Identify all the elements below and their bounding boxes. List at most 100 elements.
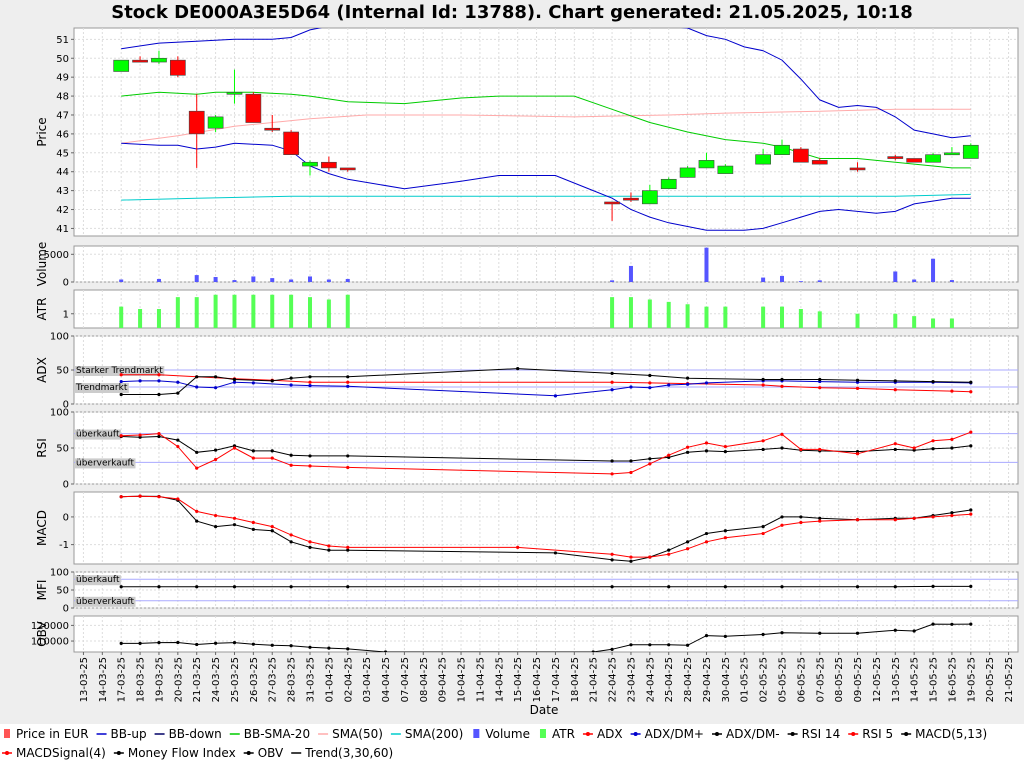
obv-point <box>383 650 388 652</box>
candle-body <box>962 144 979 159</box>
mfi-ylabel: MFI <box>35 580 49 601</box>
macd-point <box>667 548 671 552</box>
dm-minus-point <box>195 375 199 379</box>
macd-signal-point <box>723 536 727 540</box>
rsi5-point <box>289 463 293 467</box>
candle <box>755 149 771 165</box>
legend-marker <box>246 751 251 755</box>
rsi5-point <box>648 462 652 466</box>
candle-body <box>339 167 356 171</box>
rsi-panel: 0 50 100 RSI überkauft überverkauft <box>35 408 1019 491</box>
x-tick-label: 16-04-25 <box>532 657 543 702</box>
legend-label: BB-down <box>169 727 222 741</box>
atr-bar <box>666 301 671 328</box>
macd-plot-area <box>73 491 1019 565</box>
rsi14-point <box>308 454 312 458</box>
adx-point <box>780 384 784 388</box>
atr-bar <box>723 306 728 328</box>
rsi5-point <box>176 444 180 449</box>
legend-item: Volume <box>473 727 530 741</box>
dm-minus-point <box>232 377 237 382</box>
x-tick-label: 17-04-25 <box>551 657 562 702</box>
rsi14-point <box>195 450 199 454</box>
macd-signal-point <box>214 513 218 518</box>
macd-ytick-label: -1 <box>59 540 69 551</box>
x-tick-label: 08-04-25 <box>419 657 430 702</box>
sma50-line <box>121 108 971 144</box>
bb-up-line <box>121 28 971 139</box>
legend-marker <box>714 732 719 736</box>
mfi-point <box>232 585 237 589</box>
obv-point <box>686 643 690 647</box>
x-tick-label: 21-05-25 <box>1004 657 1015 702</box>
price-ytick-label: 45 <box>56 148 69 159</box>
dm-plus-point <box>610 388 614 392</box>
legend-label: MACD(5,13) <box>915 727 987 741</box>
legend-label: Volume <box>485 727 530 741</box>
x-tick-label: 26-03-25 <box>249 657 260 702</box>
legend-item: BB-SMA-20 <box>229 727 310 741</box>
obv-point <box>119 641 123 645</box>
legend-item: ADX/DM- <box>711 727 780 741</box>
dm-minus-point <box>780 377 784 382</box>
x-tick-label: 22-04-25 <box>608 657 619 702</box>
mfi-point <box>893 585 897 589</box>
x-tick-label: 19-05-25 <box>966 657 977 702</box>
candle <box>887 154 904 161</box>
mfi-grid <box>74 571 1018 609</box>
atr-bar <box>628 297 633 328</box>
macd-signal-point <box>780 523 784 527</box>
legend-item: SMA(200) <box>390 727 463 741</box>
rsi5-point <box>119 434 123 438</box>
obv-point <box>931 622 935 626</box>
candle <box>264 114 281 132</box>
candle-body <box>245 93 262 123</box>
macd-point <box>195 519 199 523</box>
legend-item: ADX/DM+ <box>630 727 704 741</box>
candle-body <box>132 59 148 63</box>
volume-bar <box>912 279 917 282</box>
rsi5-point <box>723 444 727 449</box>
macd-ytick-label: 0 <box>63 512 69 523</box>
macd-ylabel: MACD <box>35 510 49 546</box>
rsi5-point <box>931 439 935 443</box>
legend-item: ADX <box>582 727 623 741</box>
atr-bar <box>817 311 822 328</box>
obv-series <box>119 622 973 652</box>
adx-point <box>855 386 860 390</box>
macd-signal-point <box>855 518 860 522</box>
x-tick-label: 25-03-25 <box>230 657 241 702</box>
obv-point <box>912 629 916 633</box>
volume-bar <box>232 280 237 282</box>
x-tick-label: 20-05-25 <box>985 657 996 702</box>
atr-grid <box>74 290 1018 328</box>
candle-body <box>169 59 186 76</box>
atr-bar <box>213 294 218 328</box>
macd-signal-point <box>704 540 709 544</box>
mfi-point <box>667 585 671 589</box>
x-tick-label: 24-03-25 <box>211 657 222 702</box>
obv-ylabel: OBV <box>35 620 49 646</box>
dm-minus-point <box>289 376 293 380</box>
mfi-ytick-label: 50 <box>56 586 69 597</box>
candle <box>226 69 243 104</box>
macd-point <box>308 545 312 549</box>
rsi5-point <box>780 432 784 436</box>
macd-signal-point <box>931 515 935 519</box>
obv-point <box>346 647 350 651</box>
macd-point <box>704 531 709 536</box>
atr-bar <box>194 297 199 328</box>
candle <box>906 158 923 163</box>
obv-point <box>270 643 274 647</box>
legend-label: SMA(200) <box>405 727 463 741</box>
x-tick-label: 15-04-25 <box>513 657 524 702</box>
atr-bar <box>175 297 180 328</box>
dm-plus-point <box>648 386 652 390</box>
legend-label: Price in EUR <box>16 727 89 741</box>
rsi14-point <box>686 450 690 454</box>
x-tick-label: 23-04-25 <box>626 657 637 702</box>
price-plot-area <box>73 27 1019 237</box>
rsi5-point <box>157 432 161 436</box>
macd-signal-point <box>610 552 614 556</box>
